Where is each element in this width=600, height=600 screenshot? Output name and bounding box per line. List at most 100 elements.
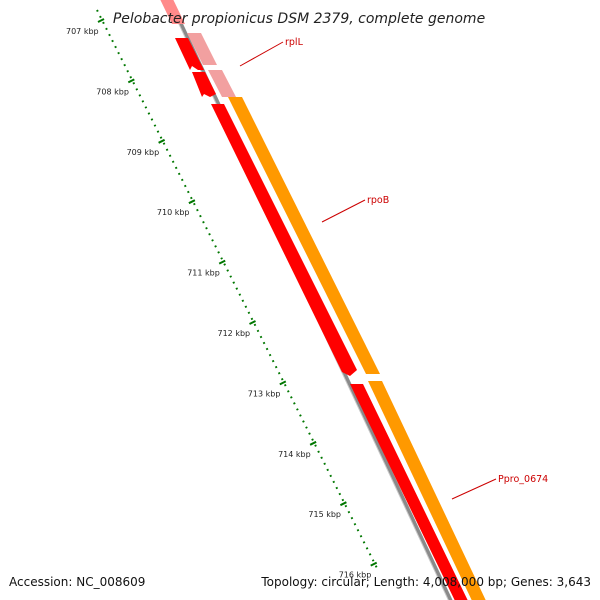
minor-tick — [123, 63, 126, 67]
minor-tick — [235, 287, 239, 290]
minor-tick — [102, 21, 105, 25]
forward-gene-downstream[interactable] — [368, 381, 488, 600]
tick-label: 713 kbp — [248, 389, 281, 398]
gene-labels: rplL rpoB Ppro_0674 — [239, 37, 548, 500]
accession-text: Accession: NC_008609 — [9, 575, 146, 589]
rpoB-leader-line — [321, 199, 366, 223]
minor-tick — [326, 468, 329, 472]
minor-tick — [135, 88, 139, 91]
minor-tick — [96, 9, 99, 13]
minor-tick — [320, 456, 323, 460]
minor-tick — [253, 323, 257, 327]
gene-label-rpoB[interactable]: rpoB — [367, 195, 389, 206]
tick-label: 708 kbp — [96, 87, 129, 96]
minor-tick — [293, 402, 296, 405]
tick-label: 711 kbp — [187, 269, 220, 278]
minor-tick — [174, 166, 178, 170]
major-tick — [158, 138, 166, 144]
minor-tick — [120, 57, 123, 61]
rplL-forward-light[interactable] — [187, 33, 217, 65]
minor-tick — [193, 202, 196, 206]
minor-tick — [211, 239, 214, 242]
minor-tick — [250, 317, 254, 321]
minor-tick — [105, 27, 108, 31]
minor-tick — [283, 384, 287, 387]
rplL-gene-lower[interactable] — [192, 72, 216, 97]
minor-tick — [368, 553, 372, 556]
tick-label: 707 kbp — [66, 27, 99, 36]
minor-tick — [341, 498, 345, 502]
minor-tick — [286, 390, 290, 393]
minor-tick — [202, 220, 205, 224]
minor-tick — [280, 377, 284, 381]
minor-tick — [126, 69, 129, 73]
gene-label-rplL[interactable]: rplL — [285, 37, 304, 48]
minor-tick — [347, 510, 351, 514]
minor-tick — [117, 51, 120, 55]
minor-tick — [344, 504, 348, 508]
minor-tick — [374, 565, 378, 568]
minor-tick — [159, 136, 163, 139]
minor-tick — [362, 541, 366, 544]
minor-tick — [132, 82, 136, 85]
minor-tick — [129, 75, 133, 79]
tick-label: 712 kbp — [218, 329, 251, 338]
minor-tick — [199, 214, 202, 218]
minor-tick — [180, 178, 184, 182]
minor-tick — [177, 172, 181, 176]
minor-tick — [138, 94, 142, 97]
minor-tick — [302, 420, 305, 423]
minor-tick — [114, 45, 117, 49]
minor-tick — [299, 414, 302, 417]
minor-tick — [226, 269, 229, 272]
minor-tick — [208, 233, 211, 236]
minor-tick — [308, 432, 311, 435]
minor-tick — [141, 100, 145, 103]
minor-tick — [338, 492, 342, 496]
minor-tick — [359, 535, 363, 538]
minor-tick — [156, 130, 160, 133]
minor-tick — [238, 293, 242, 296]
tick-label: 709 kbp — [127, 148, 160, 157]
minor-tick — [217, 251, 220, 254]
minor-tick — [371, 559, 375, 562]
rplL-forward-light-2[interactable] — [208, 70, 236, 97]
minor-tick — [311, 438, 314, 441]
tick-label: 710 kbp — [157, 208, 190, 217]
minor-tick — [314, 444, 317, 447]
minor-tick — [271, 359, 275, 363]
feature-tracks — [158, 0, 488, 600]
minor-tick — [187, 190, 190, 194]
minor-tick — [171, 160, 175, 164]
minor-tick — [305, 426, 308, 429]
rplL-gene[interactable] — [175, 38, 204, 70]
minor-tick — [150, 118, 154, 121]
tick-label: 715 kbp — [308, 510, 341, 519]
minor-tick — [317, 450, 320, 453]
gene-label-Ppro_0674[interactable]: Ppro_0674 — [498, 474, 548, 485]
rpoB-gene[interactable] — [211, 104, 357, 376]
map-title: Pelobacter propionicus DSM 2379, complet… — [113, 11, 485, 27]
minor-tick — [147, 112, 151, 115]
minor-tick — [162, 142, 166, 145]
Ppro_0674-gene[interactable] — [228, 97, 380, 374]
tick-label: 716 kbp — [339, 571, 372, 580]
major-tick — [218, 259, 226, 265]
minor-tick — [277, 371, 281, 375]
genome-stats-text: Topology: circular; Length: 4,008,000 bp… — [261, 575, 591, 589]
minor-tick — [144, 106, 148, 109]
minor-tick — [196, 208, 199, 212]
major-tick — [249, 320, 256, 325]
minor-tick — [99, 15, 102, 19]
minor-tick — [241, 299, 245, 302]
major-tick — [127, 78, 135, 84]
minor-tick — [259, 335, 263, 339]
reverse-gene-downstream[interactable] — [350, 384, 470, 600]
minor-tick — [108, 33, 111, 37]
minor-tick — [223, 263, 226, 266]
major-tick — [309, 440, 317, 446]
major-tick — [188, 199, 196, 205]
minor-tick — [111, 39, 114, 43]
minor-tick — [350, 516, 354, 520]
rplL-gene-light[interactable] — [158, 0, 185, 24]
